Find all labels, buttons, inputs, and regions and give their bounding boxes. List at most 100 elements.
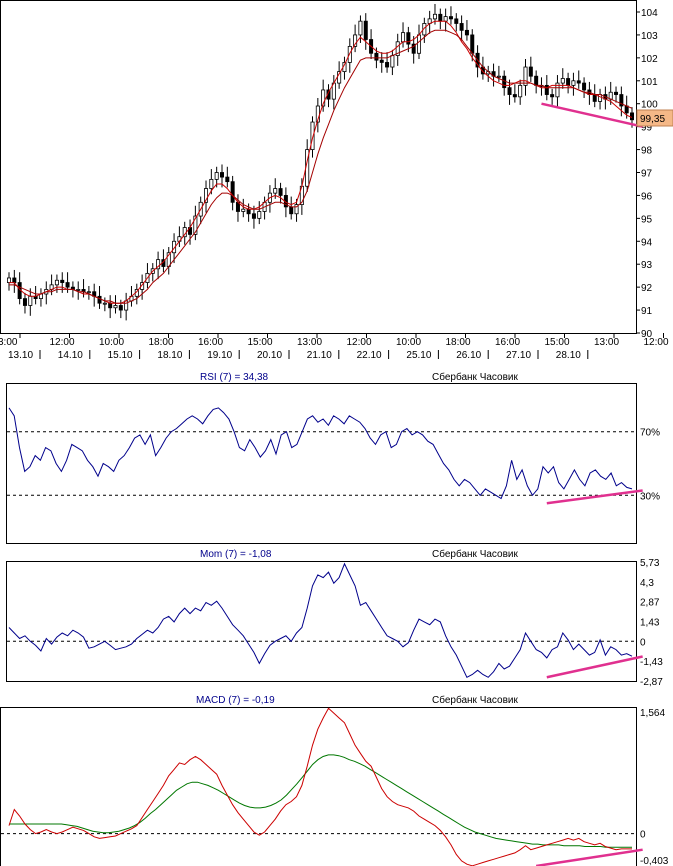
candle-body — [502, 75, 507, 89]
price-series — [7, 3, 643, 321]
candle-body — [294, 204, 299, 215]
candle-body — [411, 43, 416, 54]
candle-body — [273, 188, 278, 194]
candle-body — [432, 13, 437, 20]
candle-body — [363, 20, 368, 40]
price-x-date-label: 15.10 — [108, 350, 133, 361]
rsi-y-tick-label: 70% — [640, 428, 660, 439]
candle-body — [251, 213, 256, 219]
price-x-time-label: 12:00 — [50, 337, 75, 348]
price-x-date-label: 19.10 — [207, 350, 232, 361]
macd-caption: Сбербанк Часовик — [432, 694, 518, 706]
candle-body — [108, 302, 113, 309]
macd-title: MACD (7) = -0,19 — [196, 695, 275, 706]
candle-body — [97, 295, 102, 304]
price-y-tick-label: 91 — [641, 306, 653, 317]
candle-body — [22, 298, 27, 306]
price-x-date-label: 20.10 — [257, 350, 282, 361]
mom-y-tick-label: 0 — [640, 637, 646, 648]
candle-body — [12, 277, 17, 283]
candle-body — [172, 240, 177, 254]
candle-body — [140, 282, 145, 290]
rsi-line — [8, 407, 633, 500]
candle-body — [102, 302, 107, 305]
candle-body — [566, 78, 571, 86]
candle-body — [571, 80, 576, 86]
candle-body — [214, 172, 219, 180]
price-y-tick-label: 90 — [641, 329, 653, 340]
last-price-tag: 99,35 — [636, 109, 673, 127]
price-x-time-label: 13:00 — [297, 337, 322, 348]
candle-body — [374, 52, 379, 61]
macd-panel: MACD (7) = -0,19 Сбербанк Часовик 1,564 0… — [0, 694, 669, 866]
candle-body — [353, 34, 358, 47]
price-x-time-label: 10:00 — [396, 337, 421, 348]
price-panel: 104 103 102 101 100 99 98 97 96 95 94 93 92 91 90 3:00… — [0, 0, 673, 361]
ma-fast-line — [9, 20, 633, 304]
price-y-tick-label: 103 — [641, 31, 658, 42]
mom-y-tick-label: 4,3 — [640, 578, 654, 589]
candle-body — [60, 279, 65, 283]
price-x-time-label: 3:00 — [0, 337, 18, 348]
price-x-time-label: 12:00 — [347, 337, 372, 348]
candle-body — [544, 84, 549, 95]
price-x-time-label: 16:00 — [495, 337, 520, 348]
candle-body — [257, 211, 262, 219]
rsi-series — [8, 407, 643, 505]
price-y-tick-label: 94 — [641, 237, 653, 248]
candle-body — [86, 291, 91, 294]
last-price-label: 99,35 — [640, 114, 665, 125]
candle-body — [7, 277, 12, 283]
price-x-date-label: 27.10 — [506, 350, 531, 361]
candle-body — [385, 62, 390, 68]
candle-body — [550, 94, 555, 98]
price-x-time-label: 12:00 — [644, 337, 669, 348]
candle-body — [459, 23, 464, 31]
price-y-tick-label: 96 — [641, 191, 653, 202]
candle-body — [406, 32, 411, 45]
candle-body — [225, 176, 230, 183]
price-x-time-label: 13:00 — [594, 337, 619, 348]
candle-body — [156, 259, 161, 270]
price-x-date-label: 25.10 — [406, 350, 431, 361]
mom-y-tick-label: 5,73 — [640, 558, 660, 569]
candle-body — [422, 23, 427, 36]
rsi-y-tick-label: 30% — [640, 491, 660, 502]
candle-body — [417, 34, 422, 54]
candle-body — [219, 172, 224, 178]
price-x-date-label: 13.10 — [8, 350, 33, 361]
last-price-box — [636, 109, 673, 127]
rsi-y-axis: 70% 30% — [7, 428, 660, 502]
candle-body — [598, 94, 603, 102]
candle-body — [118, 305, 123, 311]
macd-signal-line — [9, 754, 632, 848]
macd-panel-frame — [0, 707, 637, 866]
price-x-date-label: 21.10 — [307, 350, 332, 361]
mom-divergence-line — [546, 655, 643, 679]
candle-body — [592, 94, 597, 102]
macd-y-tick-label: 1,564 — [640, 708, 665, 719]
price-x-time-label: 18:00 — [446, 337, 471, 348]
candle-body — [534, 75, 539, 86]
price-x-axis: 3:00 12:00 10:00 18:00 16:00 15:00 13:00 12:00 1… — [0, 333, 669, 361]
price-y-tick-label: 95 — [641, 214, 653, 225]
candle-body — [582, 82, 587, 91]
price-panel-frame — [0, 0, 637, 334]
rsi-panel-frame — [6, 383, 637, 544]
candle-body — [614, 91, 619, 95]
candle-body — [438, 13, 443, 22]
price-y-tick-label: 101 — [641, 77, 658, 88]
candle-body — [204, 188, 209, 203]
candle-body — [630, 112, 635, 121]
candle-body — [54, 279, 59, 286]
macd-y-axis: 1,564 0 -0,403 — [1, 708, 669, 866]
price-x-date-label: 18.10 — [157, 350, 182, 361]
mom-line — [8, 562, 633, 678]
candle-body — [464, 29, 469, 36]
price-y-tick-label: 102 — [641, 54, 658, 65]
price-x-date-label: 14.10 — [58, 350, 83, 361]
candle-body — [528, 66, 533, 77]
macd-divergence-line — [535, 848, 643, 866]
mom-series — [8, 562, 643, 679]
